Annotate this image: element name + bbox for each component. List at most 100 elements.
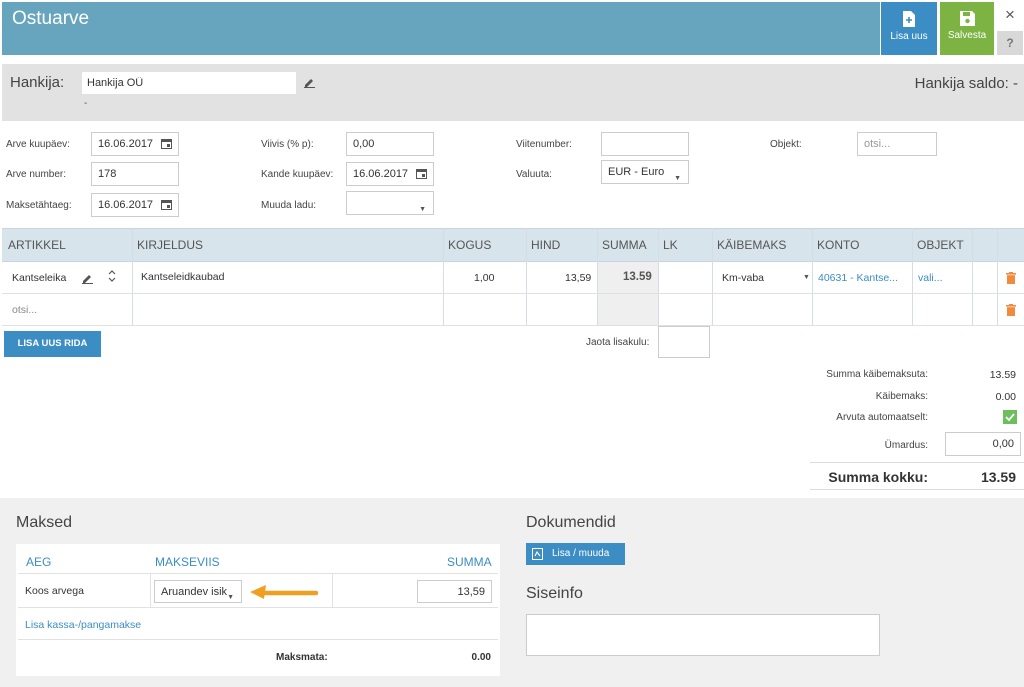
row-account[interactable]: 40631 - Kantse...: [818, 272, 898, 284]
grid-line: [712, 228, 713, 325]
distribute-field[interactable]: [658, 326, 710, 358]
sort-arrows-icon[interactable]: [108, 269, 116, 283]
divider: [810, 462, 1024, 463]
chevron-down-icon: ▼: [227, 594, 234, 601]
divider: [18, 639, 498, 640]
supplier-sub: -: [84, 98, 88, 109]
col-account: KONTO: [817, 238, 860, 252]
rounding-field[interactable]: 0,00: [945, 432, 1021, 456]
calendar-icon[interactable]: [161, 138, 172, 149]
calendar-icon[interactable]: [161, 199, 172, 210]
invoice-date-label: Arve kuupäev:: [6, 139, 70, 150]
help-button[interactable]: ?: [997, 31, 1023, 55]
object-label: Objekt:: [770, 139, 802, 150]
calendar-icon[interactable]: [416, 168, 427, 179]
payment-method-value: Aruandev isik: [161, 586, 228, 598]
invoice-number-field[interactable]: 178: [91, 162, 179, 186]
col-article: ARTIKKEL: [8, 238, 66, 252]
rounding-value: 0,00: [992, 438, 1014, 450]
due-date-field[interactable]: 16.06.2017: [91, 193, 179, 217]
entry-date-field[interactable]: 16.06.2017: [346, 162, 434, 186]
payments-table: [16, 544, 500, 676]
col-description: KIRJELDUS: [137, 238, 204, 252]
reference-label: Viitenumber:: [516, 139, 572, 150]
total-value: 13.59: [980, 469, 1016, 485]
edit-pencil-icon[interactable]: [304, 77, 315, 91]
grid-line: [812, 228, 813, 325]
chevron-down-icon: ▼: [419, 206, 426, 213]
trash-icon[interactable]: [1006, 304, 1016, 316]
payment-method-select[interactable]: Aruandev isik ▼: [154, 580, 242, 603]
object-field[interactable]: otsi...: [857, 132, 937, 156]
row-object[interactable]: vali...: [918, 272, 943, 284]
warehouse-select[interactable]: ▼: [346, 191, 434, 215]
documents-button[interactable]: Lisa / muuda: [526, 543, 625, 565]
grid-line: [658, 228, 659, 325]
grid-line: [443, 228, 444, 325]
internal-info-textarea[interactable]: [526, 614, 880, 656]
unpaid-label: Maksmata:: [276, 652, 328, 663]
currency-select[interactable]: EUR - Euro ▼: [601, 160, 689, 184]
documents-button-label: Lisa / muuda: [552, 548, 610, 559]
net-sum-value: 13.59: [989, 369, 1016, 381]
row-search[interactable]: otsi...: [12, 304, 38, 316]
entry-date-label: Kande kuupäev:: [261, 169, 334, 180]
supplier-balance: Hankija saldo: -: [914, 75, 1018, 92]
payment-time: Koos arvega: [25, 585, 84, 597]
chevron-down-icon: ▼: [674, 175, 681, 182]
col-lk: LK: [663, 238, 678, 252]
table-row: Kantseleika Kantseleidkaubad 1,00 13,59 …: [2, 262, 1024, 294]
auto-calc-checkbox[interactable]: [1003, 410, 1017, 424]
edit-pencil-icon[interactable]: [82, 273, 93, 284]
divider: [18, 573, 498, 574]
net-sum-label: Summa käibemaksuta:: [826, 369, 928, 380]
chevron-down-icon[interactable]: ▼: [803, 274, 810, 281]
check-icon: [1005, 413, 1015, 422]
supplier-input[interactable]: [82, 72, 296, 94]
rounding-label: Ümardus:: [884, 440, 928, 451]
entry-date-value: 16.06.2017: [353, 168, 409, 180]
row-price[interactable]: 13,59: [565, 272, 592, 284]
invoice-date-field[interactable]: 16.06.2017: [91, 132, 179, 156]
payments-col-method: MAKSEVIIS: [155, 555, 220, 569]
grid-line: [997, 228, 998, 325]
grid-line: [972, 228, 973, 325]
col-price: HIND: [531, 238, 561, 252]
payments-col-sum: SUMMA: [447, 555, 492, 569]
vat-value: 0.00: [995, 391, 1016, 403]
grid-line: [150, 573, 151, 607]
payment-sum-value: 13,59: [457, 586, 485, 598]
distribute-label: Jaota lisakulu:: [586, 337, 650, 348]
due-date-label: Maksetähtaeg:: [6, 200, 72, 211]
late-fee-field[interactable]: 0,00: [346, 132, 434, 156]
currency-value: EUR - Euro: [608, 166, 665, 178]
reference-field[interactable]: [601, 132, 689, 156]
late-fee-value: 0,00: [353, 138, 375, 150]
row-description[interactable]: Kantseleidkaubad: [141, 271, 225, 283]
col-quantity: KOGUS: [448, 238, 492, 252]
trash-icon[interactable]: [1006, 272, 1016, 284]
arrow-pointer-icon: [250, 585, 319, 599]
col-sum: SUMMA: [602, 238, 647, 252]
payments-title: Maksed: [16, 514, 73, 531]
add-row-button[interactable]: LISA UUS RIDA: [4, 331, 101, 357]
row-vat[interactable]: Km-vaba: [722, 272, 765, 284]
row-article[interactable]: Kantseleika: [12, 272, 67, 284]
row-quantity[interactable]: 1,00: [474, 272, 495, 284]
add-payment-link[interactable]: Lisa kassa-/pangamakse: [25, 619, 142, 631]
payments-col-time: AEG: [26, 555, 52, 569]
invoice-number-value: 178: [98, 168, 117, 180]
warehouse-label: Muuda ladu:: [261, 200, 317, 211]
add-new-button[interactable]: Lisa uus: [881, 2, 937, 55]
save-icon: [959, 11, 975, 26]
grid-line: [597, 228, 598, 325]
divider: [810, 489, 1024, 490]
invoice-number-label: Arve number:: [6, 169, 67, 180]
save-button[interactable]: Salvesta: [940, 2, 994, 55]
table-row: otsi...: [2, 294, 1024, 326]
late-fee-label: Viivis (% p):: [261, 139, 314, 150]
payment-sum-field[interactable]: 13,59: [417, 580, 492, 603]
internal-info-title: Siseinfo: [526, 585, 583, 602]
col-object: OBJEKT: [917, 238, 964, 252]
close-icon[interactable]: ×: [1005, 5, 1015, 24]
